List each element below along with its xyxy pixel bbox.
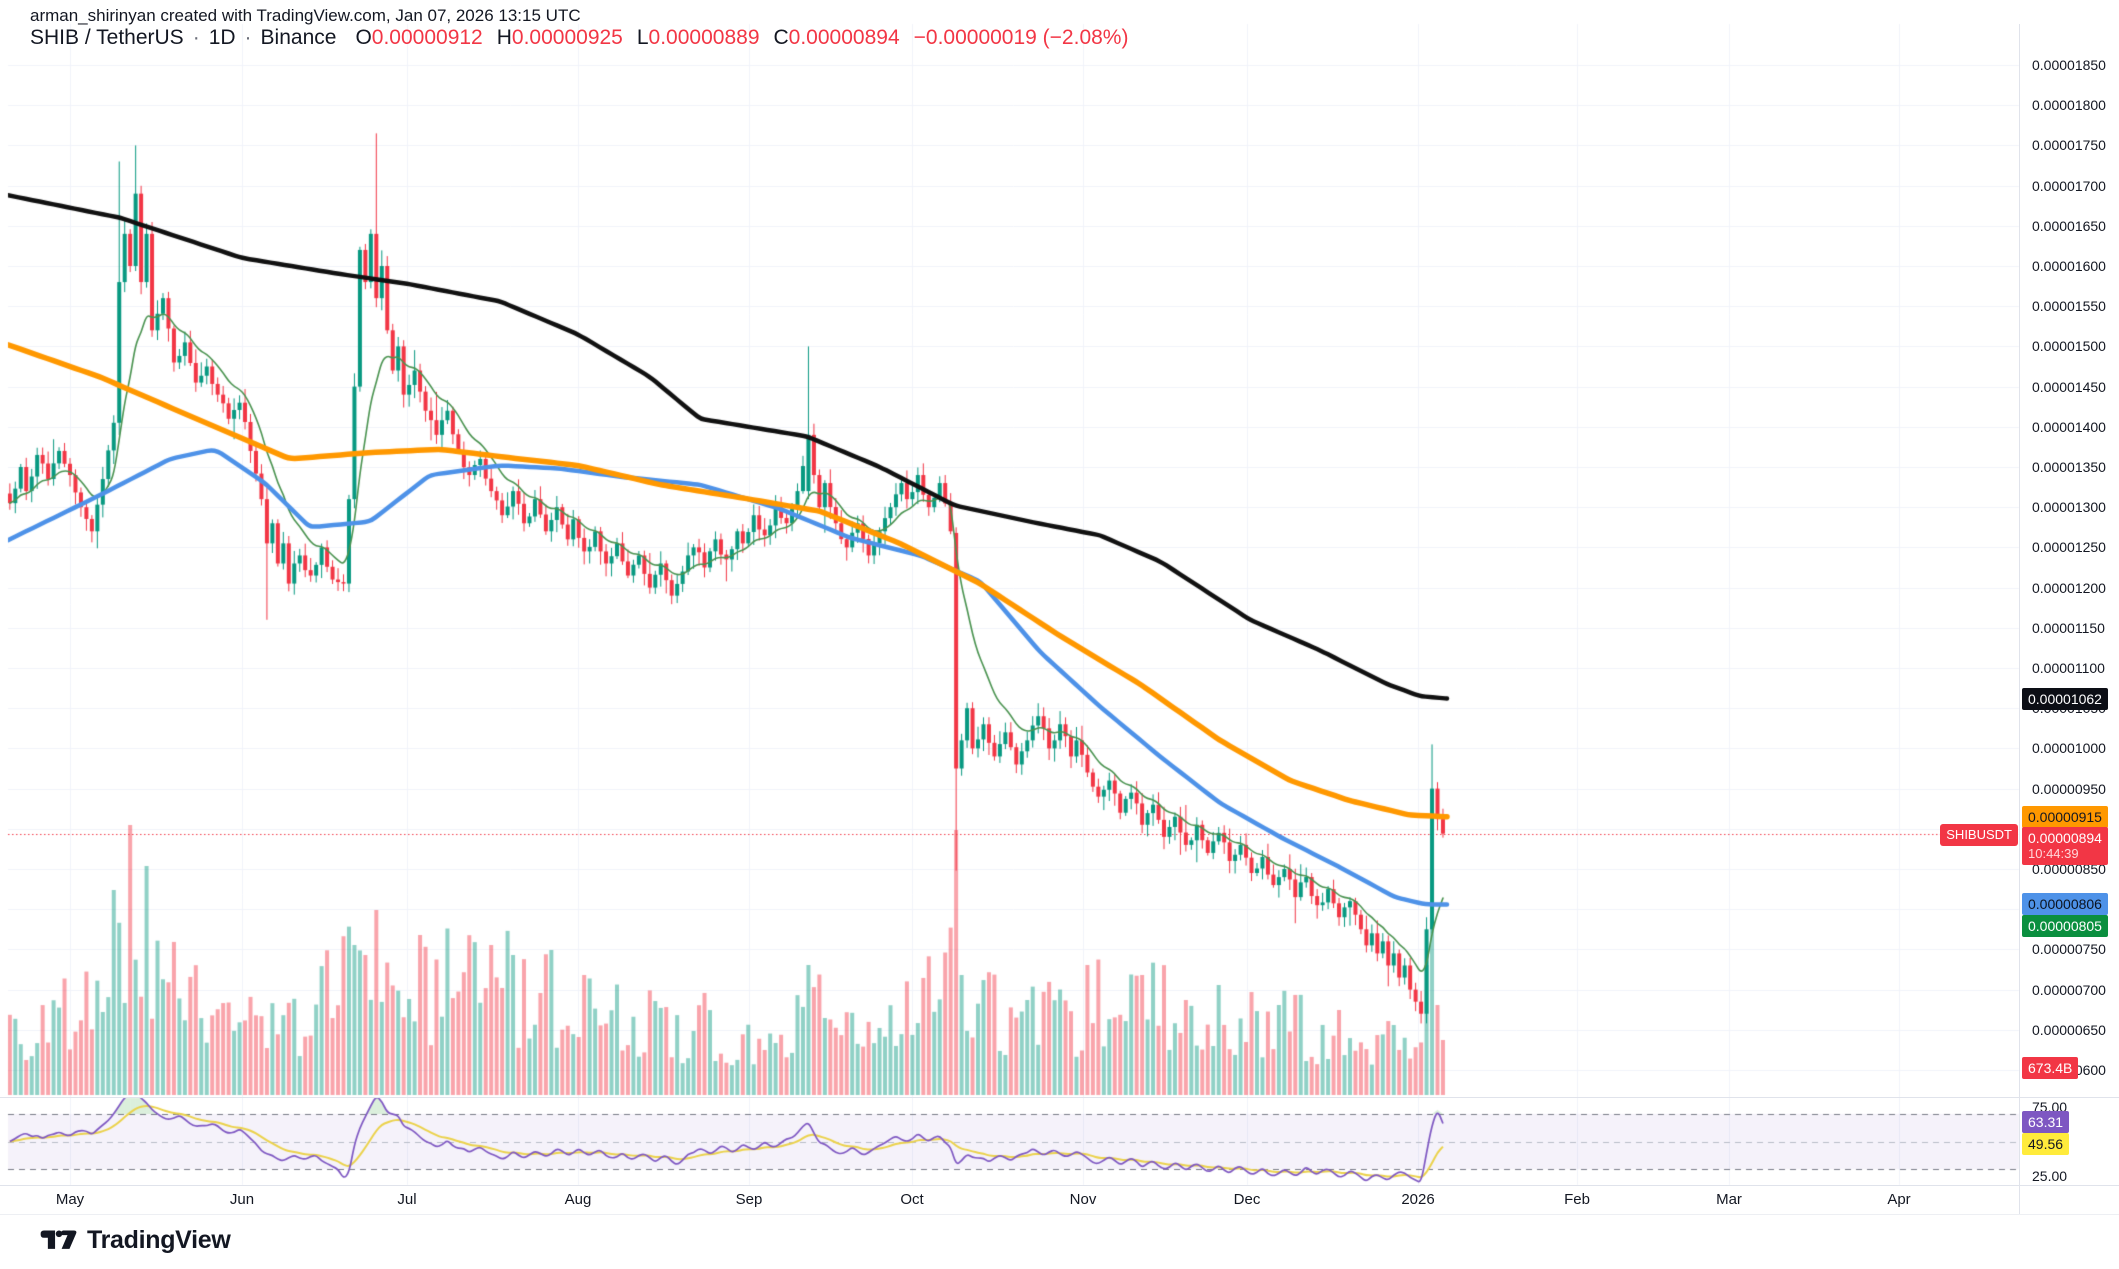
legend-separator: · xyxy=(244,26,252,49)
price-axis-label: 0.00001100 xyxy=(2032,660,2105,676)
price-axis-label: 0.00001150 xyxy=(2032,620,2105,636)
price-axis-label: 0.00001200 xyxy=(2032,580,2106,596)
volume-badge: 673.4B xyxy=(2022,1057,2079,1079)
ohlc-readout: O0.00000912 H0.00000925 L0.00000889 C0.0… xyxy=(355,26,1128,50)
exchange-label: Binance xyxy=(260,26,337,49)
tradingview-logo[interactable]: TradingView xyxy=(40,1226,231,1255)
open-readout: O0.00000912 xyxy=(355,26,482,50)
high-readout: H0.00000925 xyxy=(497,26,623,50)
ma100-price-badge: 0.00000915 xyxy=(2022,806,2108,828)
time-axis-label: Feb xyxy=(1564,1191,1590,1208)
high-value: 0.00000925 xyxy=(511,26,623,49)
change-value: −0.00000019 (−2.08%) xyxy=(913,26,1129,49)
symbol-title[interactable]: SHIB / TetherUS xyxy=(30,26,184,49)
time-axis-label: Oct xyxy=(900,1191,924,1208)
price-axis-label: 0.00001450 xyxy=(2032,379,2106,395)
price-axis-label: 0.00001600 xyxy=(2032,258,2106,274)
price-axis-label: 0.00000650 xyxy=(2032,1022,2106,1038)
last-price-value: 0.00000894 xyxy=(2028,830,2102,846)
symbol-legend: SHIB / TetherUS · 1D · Binance O0.000009… xyxy=(30,26,1128,50)
price-axis-label: 0.00001300 xyxy=(2032,499,2106,515)
time-axis-label: Nov xyxy=(1069,1191,1097,1208)
price-axis-label: 0.00001250 xyxy=(2032,539,2106,555)
price-axis-label: 0.00001350 xyxy=(2032,459,2106,475)
time-axis-label: May xyxy=(55,1191,85,1208)
price-axis-label: 0.00001000 xyxy=(2032,740,2106,756)
time-axis-label: Apr xyxy=(1887,1191,1911,1208)
bar-countdown: 10:44:39 xyxy=(2028,846,2079,861)
last-price-badge: 0.00000894 10:44:39 xyxy=(2022,827,2108,865)
low-value: 0.00000889 xyxy=(648,26,760,49)
high-label: H xyxy=(496,26,512,49)
open-label: O xyxy=(355,26,372,49)
attribution-text: arman_shirinyan created with TradingView… xyxy=(30,6,581,25)
time-axis-separator xyxy=(0,1185,2119,1186)
price-axis-label: 0.00001750 xyxy=(2032,137,2106,153)
price-axis-label: 0.00000950 xyxy=(2032,781,2106,797)
price-axis-label: 0.00001500 xyxy=(2032,338,2106,354)
timeframe-label[interactable]: 1D xyxy=(208,26,236,49)
tradingview-logo-icon xyxy=(40,1230,77,1249)
price-axis-label: 0.00001400 xyxy=(2032,419,2106,435)
price-axis-label: 0.00001650 xyxy=(2032,218,2106,234)
rsi-value-badge: 63.31 xyxy=(2022,1111,2070,1133)
time-axis[interactable] xyxy=(0,1186,2119,1214)
close-readout: C0.00000894 xyxy=(774,26,900,50)
ma-short-price-badge: 0.00000805 xyxy=(2022,915,2108,937)
close-value: 0.00000894 xyxy=(788,26,900,49)
price-axis-label: 0.00000850 xyxy=(2032,861,2106,877)
time-axis-label: Jun xyxy=(229,1191,255,1208)
pane-separator[interactable] xyxy=(0,1097,2119,1098)
symbol-flag-badge: SHIBUSDT xyxy=(1940,824,2018,846)
price-axis-label: 0.00001550 xyxy=(2032,298,2106,314)
time-axis-label: Aug xyxy=(564,1191,592,1208)
price-axis-label: 0.00000700 xyxy=(2032,982,2106,998)
ma50-price-badge: 0.00000806 xyxy=(2022,893,2108,915)
rsi-axis-label: 25.00 xyxy=(2032,1168,2068,1184)
time-axis-label: Jul xyxy=(397,1191,417,1208)
price-axis-label: 0.00001700 xyxy=(2032,178,2106,194)
tradingview-logo-text: TradingView xyxy=(87,1226,231,1254)
bottom-separator xyxy=(0,1214,2119,1215)
open-value: 0.00000912 xyxy=(371,26,483,49)
time-axis-label: 2026 xyxy=(1401,1191,1435,1208)
price-axis-label: 0.00001850 xyxy=(2032,57,2106,73)
time-axis-label: Mar xyxy=(1716,1191,1742,1208)
price-axis-label: 0.00000750 xyxy=(2032,941,2106,957)
time-axis-label: Sep xyxy=(735,1191,763,1208)
price-axis-separator xyxy=(2019,24,2020,1215)
rsi-ma-value-badge: 49.56 xyxy=(2022,1133,2070,1155)
price-axis[interactable] xyxy=(2020,24,2119,1185)
time-axis-label: Dec xyxy=(1233,1191,1261,1208)
low-label: L xyxy=(636,26,649,49)
close-label: C xyxy=(773,26,789,49)
legend-separator: · xyxy=(192,26,200,49)
price-axis-label: 0.00001800 xyxy=(2032,97,2106,113)
ma200-price-badge: 0.00001062 xyxy=(2022,688,2108,710)
low-readout: L0.00000889 xyxy=(637,26,760,50)
